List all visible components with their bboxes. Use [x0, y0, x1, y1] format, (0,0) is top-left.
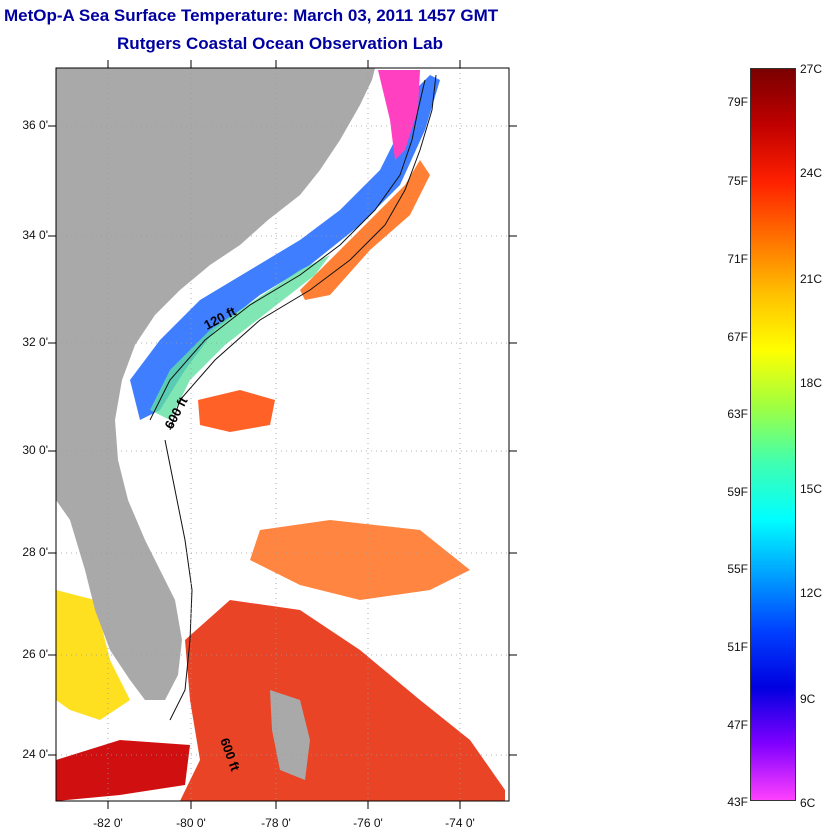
- lon-label: -78 0': [261, 816, 291, 830]
- colorbar-c-label: 12C: [800, 586, 823, 600]
- axis-ticks: [48, 60, 517, 809]
- graticule: [56, 68, 509, 801]
- cool-green-band: [150, 255, 330, 420]
- colorbar-c-label: 15C: [800, 482, 823, 496]
- colorbar-f-label: 43F: [727, 795, 748, 809]
- colorbar-f-label: 59F: [727, 485, 748, 499]
- land-mass: [56, 68, 375, 700]
- colorbar-c-label: 24C: [800, 166, 823, 180]
- lat-label: 28 0': [22, 545, 48, 559]
- lat-label: 26 0': [22, 647, 48, 661]
- lat-label: 30 0': [22, 443, 48, 457]
- land-patch-bahama: [270, 690, 310, 780]
- contour-600ft-florida: [164, 439, 193, 721]
- colorbar-f-label: 75F: [727, 174, 748, 188]
- colorbar-c-label: 21C: [800, 272, 823, 286]
- pink-cold-nearshore: [378, 70, 420, 160]
- lat-label: 36 0': [22, 118, 48, 132]
- lat-label: 24 0': [22, 747, 48, 761]
- lon-label: -80 0': [176, 816, 206, 830]
- warm-water-patch-central: [250, 520, 470, 600]
- colorbar-f-label: 67F: [727, 330, 748, 344]
- colorbar-c-label: 27C: [800, 62, 823, 76]
- map-title: MetOp-A Sea Surface Temperature: March 0…: [4, 6, 499, 25]
- contour-600ft: [169, 74, 437, 431]
- contour-120ft: [149, 79, 426, 421]
- colorbar-c-label: 18C: [800, 376, 823, 390]
- warm-water-patch-north: [198, 390, 275, 432]
- lon-label: -74 0': [445, 816, 475, 830]
- warm-water-south: [180, 600, 505, 801]
- lon-label: -76 0': [353, 816, 383, 830]
- lat-label: 32 0': [22, 335, 48, 349]
- map-subtitle: Rutgers Coastal Ocean Observation Lab: [117, 34, 443, 53]
- colorbar-f-label: 47F: [727, 718, 748, 732]
- florida-bay-warm: [56, 590, 130, 720]
- lon-label: -82 0': [93, 816, 123, 830]
- colorbar-f-label: 79F: [727, 95, 748, 109]
- colorbar-c-label: 6C: [800, 796, 816, 810]
- map-frame: [55, 67, 510, 802]
- colorbar-f-label: 63F: [727, 407, 748, 421]
- temperature-colorbar: [750, 68, 796, 801]
- gulf-stream-band: [300, 160, 430, 300]
- colorbar-c-label: 9C: [800, 692, 816, 706]
- colorbar-f-label: 71F: [727, 252, 748, 266]
- lat-label: 34 0': [22, 228, 48, 242]
- colorbar-f-label: 51F: [727, 640, 748, 654]
- colorbar-f-label: 55F: [727, 562, 748, 576]
